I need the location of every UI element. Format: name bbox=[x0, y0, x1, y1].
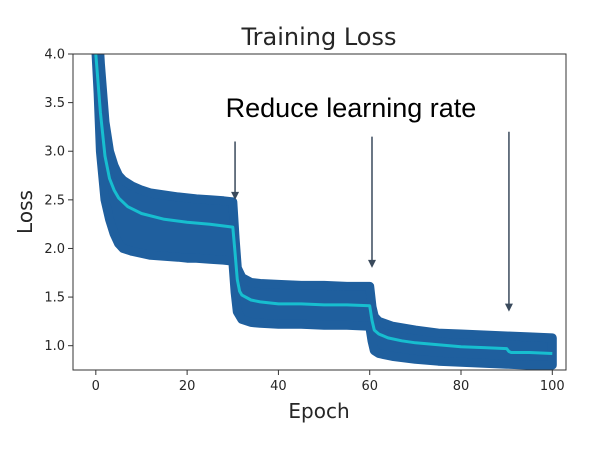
y-tick-label: 3.5 bbox=[44, 96, 65, 111]
loss-spread-band bbox=[91, 54, 557, 370]
mean-loss-line bbox=[94, 54, 553, 355]
x-tick-label: 60 bbox=[361, 379, 378, 394]
annotation-arrow bbox=[231, 141, 240, 200]
y-tick-label: 3.0 bbox=[44, 145, 65, 160]
x-axis-label: Epoch bbox=[288, 399, 349, 423]
y-tick-label: 1.5 bbox=[44, 291, 65, 306]
y-axis-label: Loss bbox=[13, 190, 37, 234]
loss-spread-layer bbox=[91, 54, 557, 370]
y-tick-label: 1.0 bbox=[44, 339, 65, 354]
y-tick-label: 2.0 bbox=[44, 242, 65, 257]
axis-ticks: 0 20 40 60 80 100 1.0 1.5 2.0 2.5 3.0 3.5 4.0 bbox=[44, 48, 564, 395]
x-tick-label: 20 bbox=[179, 379, 196, 394]
annotation-layer: Reduce learning rate bbox=[226, 93, 513, 312]
mean-loss-layer bbox=[94, 54, 553, 355]
annotation-arrow bbox=[367, 136, 376, 268]
chart-title: Training Loss bbox=[241, 23, 397, 51]
annotation-arrow bbox=[504, 131, 513, 312]
y-tick-label: 2.5 bbox=[44, 193, 65, 208]
plot-frame bbox=[72, 53, 567, 371]
x-tick-label: 0 bbox=[92, 379, 100, 394]
x-tick-label: 40 bbox=[270, 379, 287, 394]
y-tick-label: 4.0 bbox=[44, 48, 65, 63]
x-tick-label: 80 bbox=[453, 379, 470, 394]
plot-area bbox=[91, 54, 557, 370]
annotation-text: Reduce learning rate bbox=[226, 93, 477, 123]
x-tick-label: 100 bbox=[540, 379, 565, 394]
